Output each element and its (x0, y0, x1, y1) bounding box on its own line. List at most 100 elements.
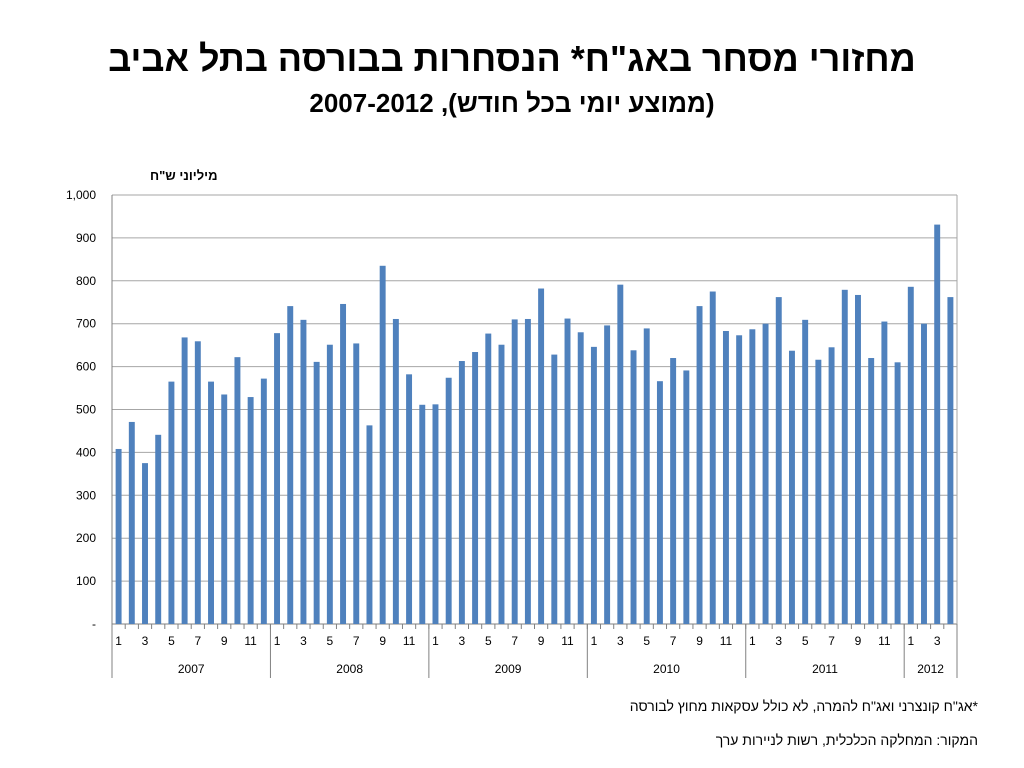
bar (538, 288, 545, 624)
month-tick-label: 1 (749, 634, 756, 648)
month-tick-label: 9 (379, 634, 386, 648)
bar (300, 319, 307, 624)
month-tick-label: 7 (194, 634, 201, 648)
month-tick-label: 11 (720, 634, 733, 648)
bar (445, 377, 452, 624)
bar (894, 362, 901, 624)
bar (855, 294, 861, 624)
bar (353, 343, 360, 624)
bar (934, 224, 941, 624)
bar (498, 344, 505, 624)
bar (802, 319, 809, 624)
bar (947, 297, 954, 624)
bar (617, 284, 624, 624)
month-tick-label: 7 (828, 634, 835, 648)
month-tick-label: 11 (244, 634, 257, 648)
bar (828, 347, 835, 624)
bar (208, 381, 214, 624)
year-label: 2010 (653, 662, 680, 676)
month-tick-label: 11 (878, 634, 891, 648)
bar (921, 323, 927, 624)
bar (379, 265, 386, 624)
month-tick-label: 5 (327, 634, 334, 648)
y-tick-label: 200 (76, 531, 96, 545)
year-label: 2009 (495, 662, 522, 676)
month-tick-label: 11 (561, 634, 574, 648)
bar (841, 289, 848, 624)
bar (194, 341, 201, 624)
bar (419, 404, 426, 624)
month-tick-label: 3 (775, 634, 782, 648)
bar (392, 318, 399, 624)
y-tick-label: - (92, 617, 96, 631)
month-tick-label: 9 (221, 634, 228, 648)
month-tick-label: 5 (168, 634, 175, 648)
month-tick-label: 9 (696, 634, 703, 648)
source-note: המקור: המחלקה הכלכלית, רשות לניירות ערך (715, 732, 978, 748)
month-tick-label: 5 (802, 634, 809, 648)
bar (247, 397, 254, 624)
bar (406, 374, 413, 624)
month-tick-label: 3 (617, 634, 624, 648)
bar (722, 330, 729, 624)
month-tick-label: 7 (511, 634, 518, 648)
month-tick-label: 3 (934, 634, 941, 648)
chart-subtitle: (ממוצע יומי בכל חודש), 2007-2012 (309, 88, 715, 118)
y-axis-label: מיליוני ש"ח (150, 168, 218, 183)
bar (736, 335, 743, 624)
bar (683, 370, 690, 624)
bar (630, 350, 637, 624)
year-label: 2007 (178, 662, 205, 676)
y-tick-label: 400 (76, 445, 96, 459)
bar (907, 286, 914, 624)
y-tick-label: 300 (76, 488, 96, 502)
bar (221, 394, 228, 624)
bar (868, 358, 875, 624)
month-tick-label: 3 (300, 634, 307, 648)
bar (881, 321, 888, 624)
month-tick-label: 1 (907, 634, 914, 648)
year-label: 2008 (336, 662, 363, 676)
bar (604, 325, 611, 624)
bar (181, 337, 188, 624)
y-tick-label: 1,000 (66, 188, 96, 202)
month-tick-label: 1 (591, 634, 598, 648)
y-tick-label: 600 (76, 360, 96, 374)
bar (788, 350, 795, 624)
footnote: *אג"ח קונצרני ואג"ח להמרה, לא כולל עסקאו… (629, 698, 978, 714)
month-tick-label: 3 (142, 634, 149, 648)
y-tick-label: 800 (76, 274, 96, 288)
bar (815, 359, 822, 624)
bar (577, 332, 584, 624)
bar (524, 318, 531, 624)
month-tick-label: 11 (403, 634, 416, 648)
bar (643, 328, 650, 624)
bar (472, 352, 479, 624)
year-label: 2012 (917, 662, 944, 676)
bar (115, 448, 122, 624)
bar (432, 404, 439, 624)
month-tick-label: 3 (459, 634, 466, 648)
bar (155, 434, 162, 624)
bar (128, 421, 135, 624)
bar (709, 291, 716, 624)
bar (485, 333, 492, 624)
bar (670, 358, 677, 624)
bar (234, 357, 241, 624)
bar (551, 354, 558, 624)
bar (696, 306, 703, 624)
bar-chart: - 100 200 300 400 500 600 700 800 900 1,000 מיליוני… (66, 168, 958, 678)
month-tick-label: 1 (274, 634, 281, 648)
month-tick-label: 1 (432, 634, 439, 648)
bar (564, 318, 571, 624)
month-tick-label: 9 (855, 634, 862, 648)
bar (749, 329, 756, 624)
bar (590, 346, 597, 624)
bar (775, 297, 782, 624)
y-tick-label: 900 (76, 231, 96, 245)
y-tick-label: 700 (76, 317, 96, 331)
month-tick-label: 5 (643, 634, 650, 648)
month-tick-label: 7 (353, 634, 360, 648)
bar (762, 323, 769, 624)
bar (142, 463, 148, 624)
